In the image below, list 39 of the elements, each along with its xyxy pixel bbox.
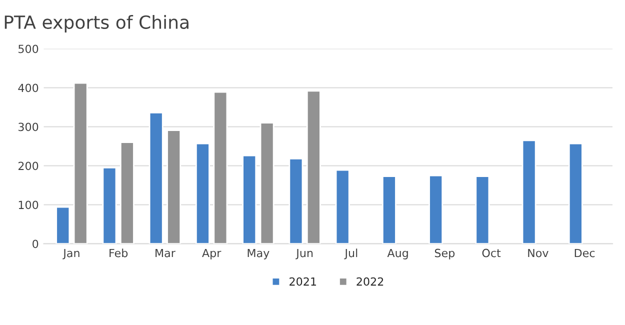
bar: [196, 142, 210, 244]
x-tick-label: Sep: [434, 248, 455, 260]
y-tick-label: 300: [18, 122, 38, 132]
y-tick-label: 400: [18, 84, 38, 92]
x-tick-label: Mar: [156, 248, 176, 258]
bar: [306, 90, 321, 244]
legend-label: 2022: [356, 277, 384, 286]
legend-label: 2021: [290, 277, 316, 286]
bar: [102, 167, 117, 244]
bar: [148, 112, 164, 244]
bar: [475, 176, 490, 244]
bar: [120, 142, 134, 244]
x-tick-label: Oct: [482, 248, 501, 258]
bar: [73, 82, 88, 244]
bar: [568, 142, 583, 244]
x-tick-label: Jul: [344, 248, 358, 260]
bar: [242, 154, 257, 244]
x-tick-label: Jan: [62, 248, 80, 260]
x-tick-label: Apr: [202, 248, 222, 260]
bar: [213, 91, 228, 244]
x-tick-label: Nov: [528, 248, 548, 258]
chart-title: PTA exports of China: [4, 15, 188, 32]
y-tick-label: 200: [18, 162, 38, 170]
bar: [260, 122, 274, 244]
x-tick-label: Jun: [296, 248, 313, 260]
bar: [288, 158, 304, 244]
x-tick-label: Aug: [387, 248, 408, 260]
bar: [56, 206, 70, 244]
bar: [382, 176, 396, 244]
y-tick-label: 500: [18, 44, 38, 54]
bar: [428, 174, 444, 244]
x-tick-label: Feb: [110, 248, 128, 258]
bar: [335, 169, 350, 244]
x-tick-label: May: [248, 248, 270, 260]
bar: [522, 140, 536, 244]
y-tick-label: 0: [32, 240, 38, 248]
x-tick-label: Dec: [574, 248, 595, 258]
bar: [166, 130, 182, 244]
y-tick-label: 100: [18, 200, 38, 210]
